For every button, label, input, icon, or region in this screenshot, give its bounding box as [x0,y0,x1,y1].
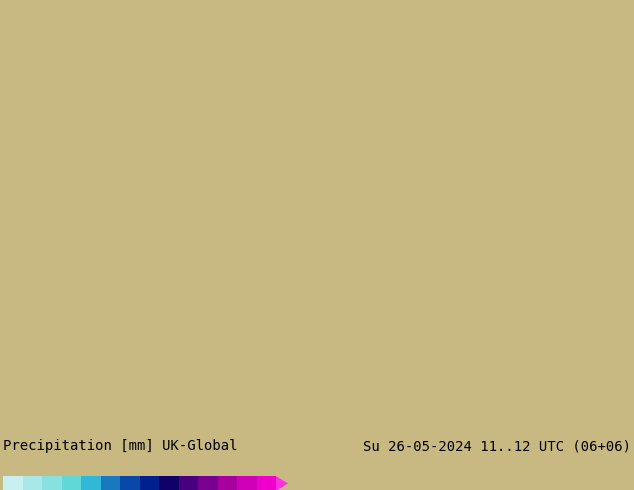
Bar [139,476,159,490]
Bar [159,476,179,490]
Bar [22,476,42,490]
Bar [179,476,198,490]
Bar [198,476,217,490]
Bar [61,476,81,490]
Text: Su 26-05-2024 11..12 UTC (06+06): Su 26-05-2024 11..12 UTC (06+06) [363,439,631,453]
Bar [120,476,139,490]
Bar [101,476,120,490]
Bar [257,476,276,490]
Bar [237,476,257,490]
Polygon shape [276,476,288,490]
Bar [3,476,22,490]
Bar [42,476,61,490]
Text: Precipitation [mm] UK-Global: Precipitation [mm] UK-Global [3,439,238,453]
Bar [217,476,237,490]
Bar [81,476,101,490]
